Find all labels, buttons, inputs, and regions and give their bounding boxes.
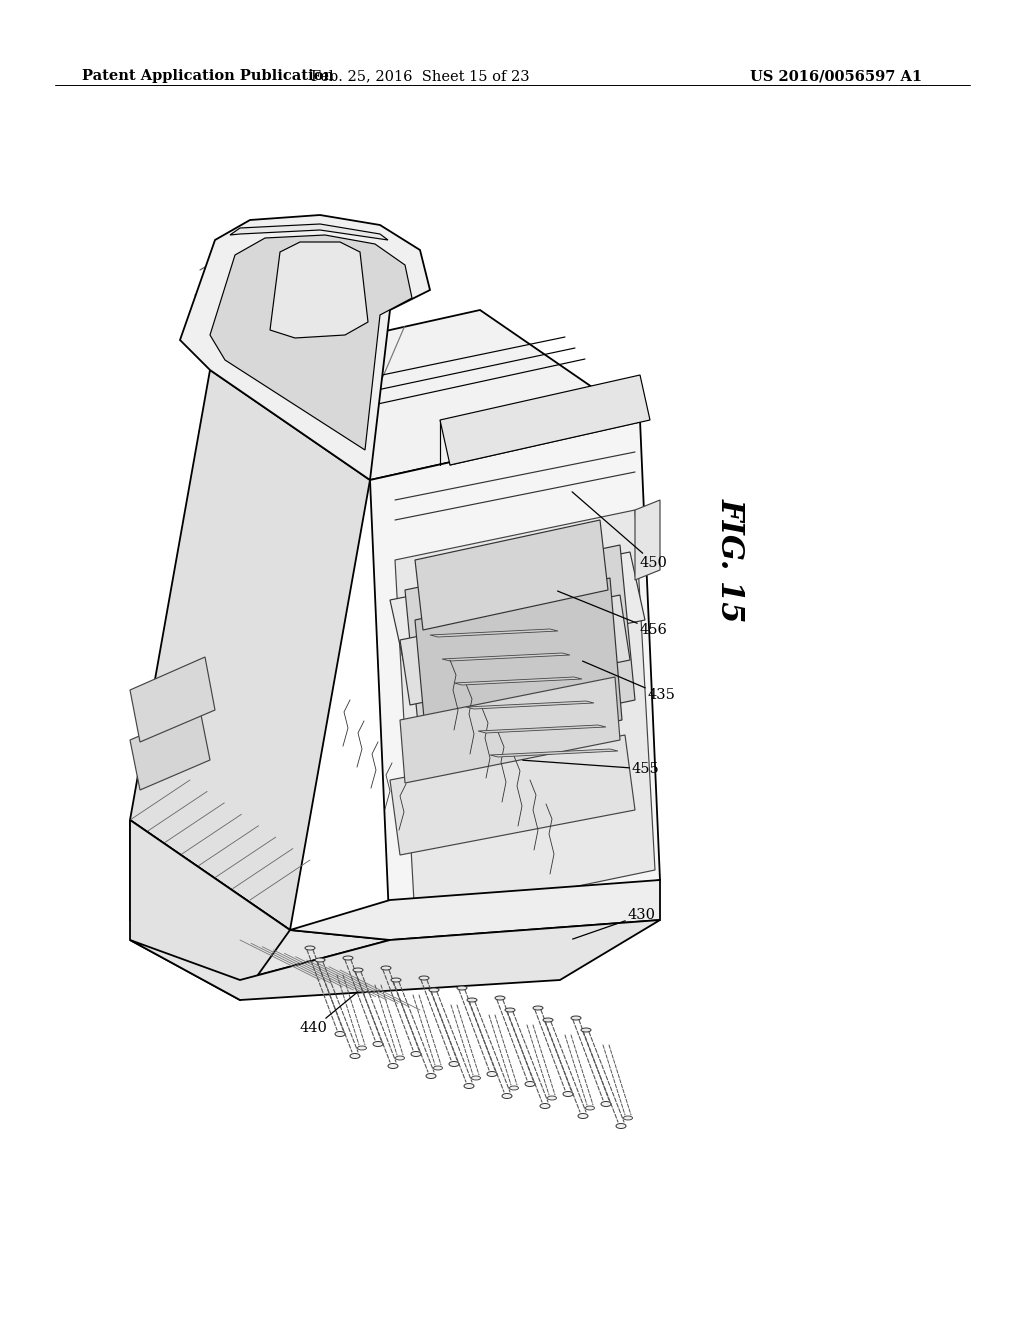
Ellipse shape bbox=[467, 998, 477, 1002]
Polygon shape bbox=[442, 653, 570, 661]
Text: 455: 455 bbox=[523, 760, 659, 776]
Ellipse shape bbox=[388, 1064, 398, 1068]
Ellipse shape bbox=[411, 1052, 421, 1056]
Ellipse shape bbox=[510, 1086, 518, 1090]
Ellipse shape bbox=[540, 1104, 550, 1109]
Polygon shape bbox=[270, 242, 368, 338]
Polygon shape bbox=[130, 820, 390, 979]
Ellipse shape bbox=[464, 1084, 474, 1089]
Ellipse shape bbox=[624, 1115, 633, 1119]
Polygon shape bbox=[230, 224, 388, 240]
Ellipse shape bbox=[525, 1081, 535, 1086]
Text: Feb. 25, 2016  Sheet 15 of 23: Feb. 25, 2016 Sheet 15 of 23 bbox=[310, 69, 529, 83]
Text: 435: 435 bbox=[583, 661, 676, 702]
Ellipse shape bbox=[457, 986, 467, 990]
Ellipse shape bbox=[586, 1106, 595, 1110]
Polygon shape bbox=[415, 520, 608, 630]
Polygon shape bbox=[180, 215, 430, 480]
Ellipse shape bbox=[395, 1056, 404, 1060]
Text: FIG. 15: FIG. 15 bbox=[715, 498, 745, 622]
Ellipse shape bbox=[534, 1006, 543, 1010]
Polygon shape bbox=[430, 630, 558, 638]
Polygon shape bbox=[400, 677, 620, 783]
Ellipse shape bbox=[381, 966, 391, 970]
Text: 430: 430 bbox=[572, 908, 656, 939]
Polygon shape bbox=[490, 748, 618, 756]
Ellipse shape bbox=[429, 987, 439, 993]
Text: US 2016/0056597 A1: US 2016/0056597 A1 bbox=[750, 69, 923, 83]
Polygon shape bbox=[454, 677, 582, 685]
Ellipse shape bbox=[419, 975, 429, 979]
Ellipse shape bbox=[353, 968, 362, 972]
Ellipse shape bbox=[505, 1008, 515, 1012]
Polygon shape bbox=[130, 820, 290, 1001]
Polygon shape bbox=[210, 235, 412, 450]
Polygon shape bbox=[390, 552, 645, 668]
Ellipse shape bbox=[433, 1067, 442, 1071]
Polygon shape bbox=[395, 510, 655, 920]
Ellipse shape bbox=[335, 1031, 345, 1036]
Ellipse shape bbox=[563, 1092, 573, 1097]
Ellipse shape bbox=[548, 1096, 556, 1100]
Ellipse shape bbox=[315, 958, 325, 962]
Polygon shape bbox=[130, 920, 660, 1001]
Ellipse shape bbox=[426, 1073, 436, 1078]
Polygon shape bbox=[370, 420, 660, 940]
Ellipse shape bbox=[350, 1053, 360, 1059]
Polygon shape bbox=[210, 310, 640, 480]
Ellipse shape bbox=[543, 1018, 553, 1022]
Ellipse shape bbox=[571, 1016, 581, 1020]
Ellipse shape bbox=[449, 1061, 459, 1067]
Polygon shape bbox=[406, 545, 635, 744]
Ellipse shape bbox=[495, 997, 505, 1001]
Polygon shape bbox=[415, 578, 622, 762]
Ellipse shape bbox=[601, 1101, 611, 1106]
Ellipse shape bbox=[502, 1093, 512, 1098]
Polygon shape bbox=[130, 657, 215, 742]
Polygon shape bbox=[478, 725, 606, 733]
Ellipse shape bbox=[373, 1041, 383, 1047]
Polygon shape bbox=[400, 595, 630, 705]
Polygon shape bbox=[130, 370, 370, 931]
Ellipse shape bbox=[578, 1114, 588, 1118]
Polygon shape bbox=[390, 735, 635, 855]
Ellipse shape bbox=[305, 946, 315, 950]
Text: 450: 450 bbox=[572, 492, 668, 570]
Text: Patent Application Publication: Patent Application Publication bbox=[82, 69, 334, 83]
Ellipse shape bbox=[357, 1045, 367, 1049]
Polygon shape bbox=[440, 375, 650, 465]
Ellipse shape bbox=[581, 1028, 591, 1032]
Ellipse shape bbox=[487, 1072, 497, 1077]
Ellipse shape bbox=[471, 1076, 480, 1080]
Text: 440: 440 bbox=[300, 991, 357, 1035]
Ellipse shape bbox=[616, 1123, 626, 1129]
Text: 456: 456 bbox=[558, 591, 668, 638]
Polygon shape bbox=[635, 500, 660, 579]
Ellipse shape bbox=[391, 978, 401, 982]
Polygon shape bbox=[130, 710, 210, 789]
Polygon shape bbox=[466, 701, 594, 709]
Ellipse shape bbox=[343, 956, 353, 960]
Polygon shape bbox=[290, 880, 660, 940]
